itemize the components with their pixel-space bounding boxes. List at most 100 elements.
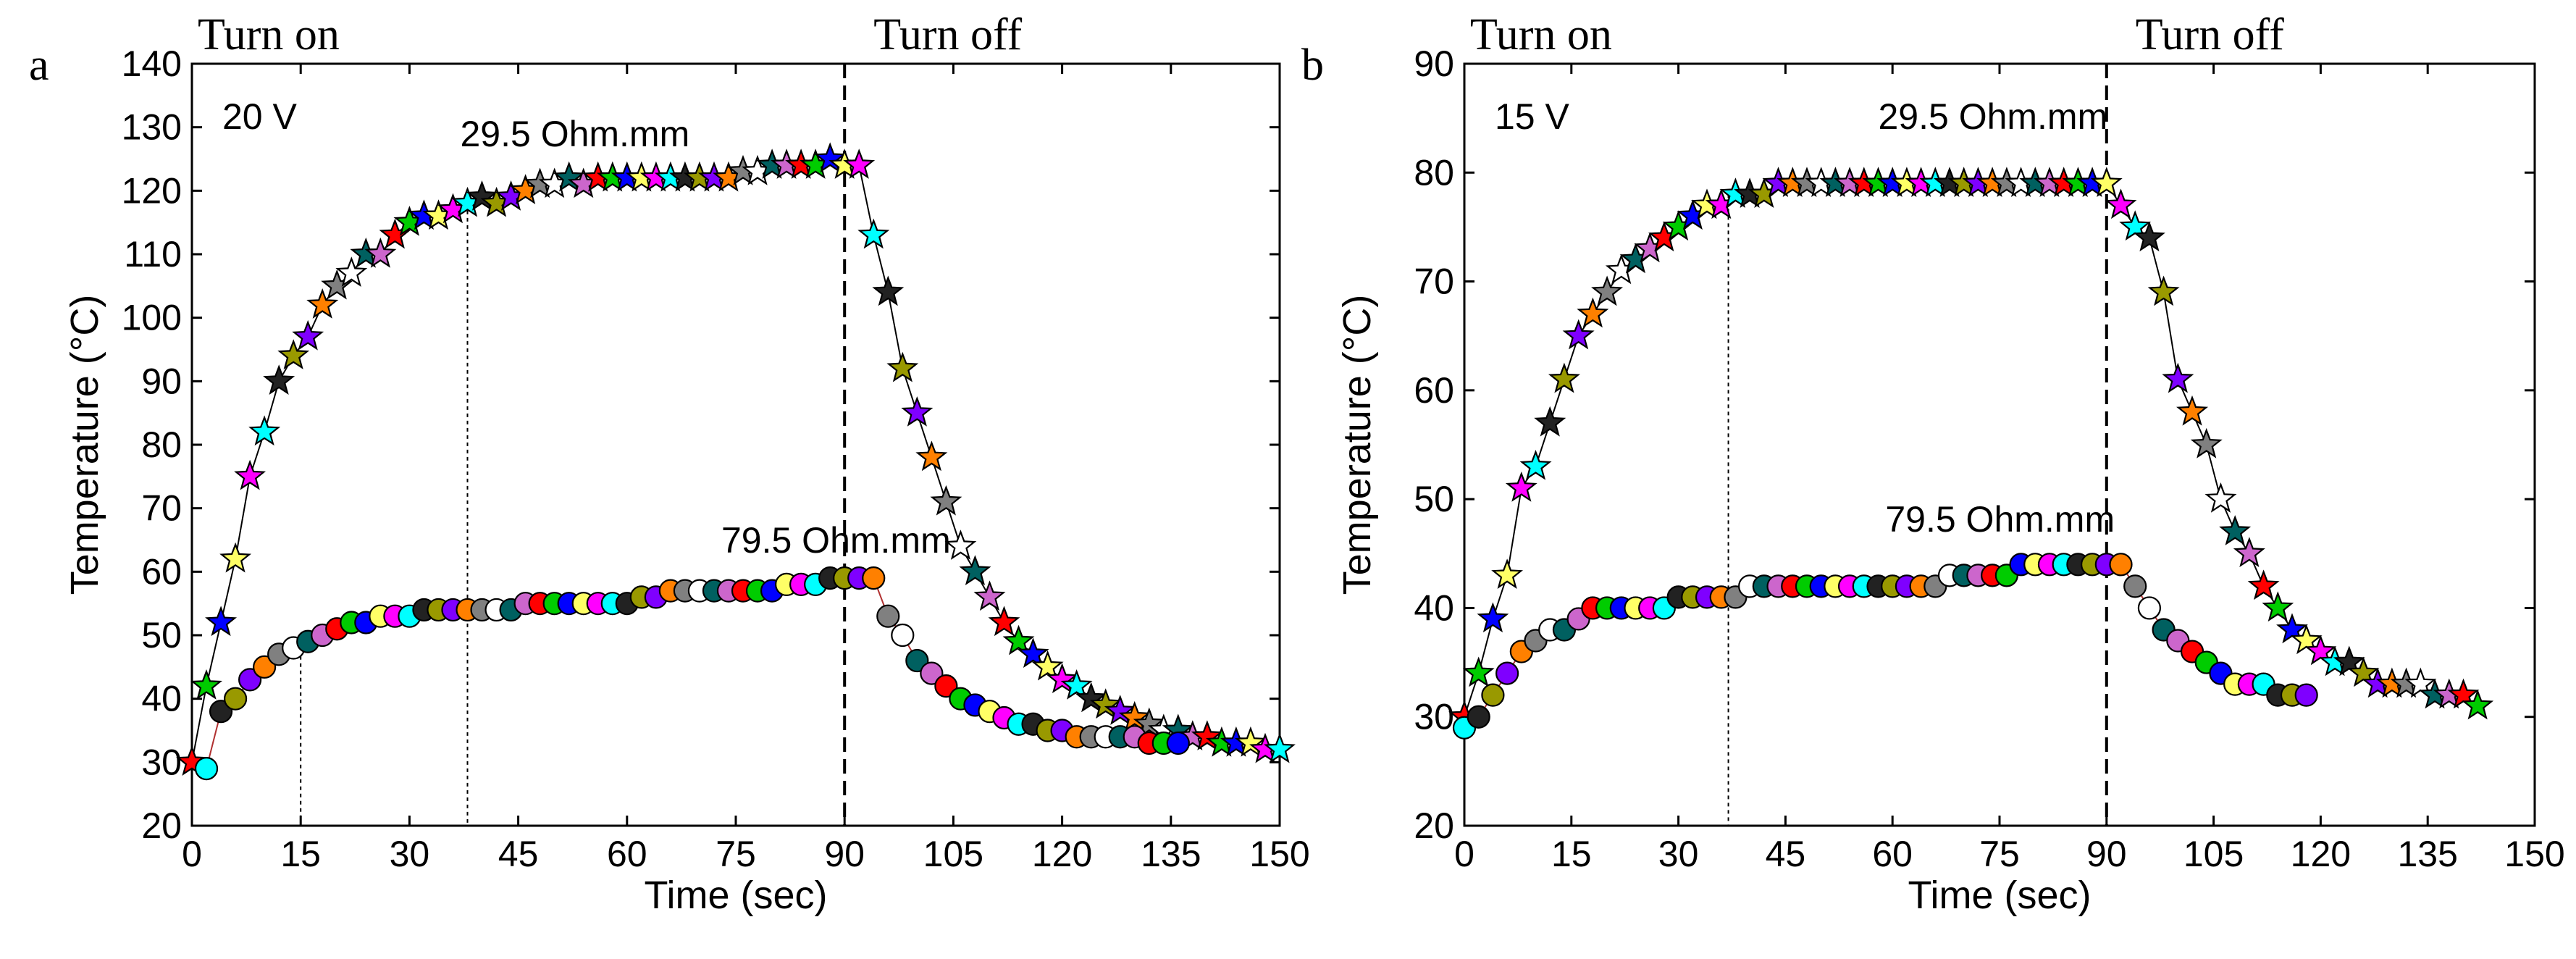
data-point-star xyxy=(1104,695,1136,725)
x-tick-label: 30 xyxy=(1658,834,1699,874)
x-tick-label: 60 xyxy=(1872,834,1913,874)
x-tick-label: 105 xyxy=(923,834,983,874)
y-tick-label: 120 xyxy=(122,170,182,211)
voltage-label: 20 V xyxy=(222,96,298,137)
y-tick-label: 30 xyxy=(141,742,182,782)
data-point-star xyxy=(2162,362,2194,393)
x-tick-label: 15 xyxy=(1551,834,1592,874)
turn-off-label: Turn off xyxy=(2136,10,2284,59)
turn-off-label: Turn off xyxy=(873,10,1022,59)
data-point-star xyxy=(1191,720,1223,750)
x-axis-label: Time (sec) xyxy=(1908,874,2092,917)
data-point-star xyxy=(2190,427,2223,458)
data-point-star xyxy=(1046,663,1078,693)
x-tick-label: 90 xyxy=(824,834,865,874)
data-point-star xyxy=(1519,450,1552,480)
data-point-star xyxy=(944,529,977,560)
series-label: 79.5 Ohm.mm xyxy=(1885,499,2115,540)
data-point-star xyxy=(2462,689,2494,720)
data-point-circle xyxy=(223,687,248,711)
data-point-star xyxy=(466,180,498,211)
data-point-star xyxy=(364,237,397,268)
x-tick-label: 135 xyxy=(1141,834,1201,874)
data-point-star xyxy=(2147,275,2180,306)
y-tick-label: 80 xyxy=(141,424,182,465)
data-point-star xyxy=(2133,221,2165,252)
y-tick-label: 40 xyxy=(141,679,182,719)
data-point-circle xyxy=(1495,661,1519,685)
data-point-star xyxy=(973,580,1006,611)
y-tick-label: 70 xyxy=(1414,261,1454,302)
data-point-circle xyxy=(194,756,219,781)
data-point-circle xyxy=(862,566,886,590)
data-point-star xyxy=(1577,297,1609,328)
data-point-star xyxy=(901,396,934,427)
data-point-star xyxy=(292,319,324,351)
series-line xyxy=(1464,183,2478,718)
x-tick-label: 75 xyxy=(716,834,756,874)
data-point-star xyxy=(872,275,905,306)
data-point-star xyxy=(234,459,267,490)
y-tick-label: 30 xyxy=(1414,697,1454,737)
data-point-star xyxy=(263,364,295,395)
data-point-star xyxy=(1548,362,1580,393)
y-tick-label: 110 xyxy=(124,234,182,275)
y-tick-label: 20 xyxy=(1414,805,1454,846)
data-point-circle xyxy=(2123,574,2147,598)
y-tick-label: 100 xyxy=(122,298,182,338)
data-point-star xyxy=(335,256,368,288)
data-point-star xyxy=(857,218,890,249)
data-point-star xyxy=(2090,167,2123,198)
data-point-star xyxy=(553,161,585,192)
x-tick-label: 120 xyxy=(2291,834,2351,874)
data-point-star xyxy=(219,542,252,573)
data-point-star xyxy=(1591,275,1624,306)
data-point-star xyxy=(915,440,948,472)
chart-panel-a: 20 30 40 50 60 70 80 90 100 110 120 130 140 0 15 30 45 60… xyxy=(29,10,1310,917)
data-point-star xyxy=(2204,482,2237,513)
panel-label: a xyxy=(29,41,49,90)
data-point-star xyxy=(1534,406,1566,437)
y-tick-label: 140 xyxy=(122,43,182,84)
series-star: 29.5 Ohm.mm xyxy=(176,114,1296,776)
data-point-star xyxy=(1089,688,1122,719)
y-tick-label: 20 xyxy=(141,805,182,846)
y-tick-label: 40 xyxy=(1414,587,1454,628)
data-point-star xyxy=(814,142,847,173)
data-point-star xyxy=(248,415,281,446)
data-point-circle xyxy=(876,604,900,628)
y-tick-label: 90 xyxy=(1414,43,1454,84)
x-tick-label: 0 xyxy=(182,834,202,874)
x-tick-label: 0 xyxy=(1454,834,1474,874)
data-point-star xyxy=(2105,188,2137,219)
data-point-circle xyxy=(1481,683,1505,707)
data-point-star xyxy=(1060,669,1093,700)
series-label: 29.5 Ohm.mm xyxy=(1878,96,2107,137)
x-tick-label: 75 xyxy=(1979,834,2020,874)
y-tick-label: 50 xyxy=(141,615,182,656)
data-point-star xyxy=(1462,656,1495,687)
x-tick-label: 90 xyxy=(2086,834,2127,874)
y-axis-label: Temperature (°C) xyxy=(63,295,106,595)
data-point-star xyxy=(1002,624,1035,656)
data-point-star xyxy=(2176,395,2209,426)
data-point-star xyxy=(2262,591,2294,622)
data-point-star xyxy=(1118,700,1151,732)
data-point-star xyxy=(190,669,222,700)
turn-on-label: Turn on xyxy=(1470,10,1612,59)
data-point-circle xyxy=(891,623,915,648)
x-tick-label: 105 xyxy=(2183,834,2244,874)
y-tick-label: 50 xyxy=(1414,479,1454,519)
x-tick-label: 45 xyxy=(498,834,539,874)
series-circle: 79.5 Ohm.mm xyxy=(1452,499,2318,740)
x-tick-label: 120 xyxy=(1032,834,1092,874)
x-tick-label: 150 xyxy=(1249,834,1309,874)
data-point-star xyxy=(1234,726,1267,757)
x-tick-label: 30 xyxy=(390,834,430,874)
data-point-star xyxy=(1477,602,1509,633)
data-point-star xyxy=(176,745,208,776)
data-point-star xyxy=(1133,707,1165,738)
voltage-label: 15 V xyxy=(1495,96,1570,137)
x-tick-label: 150 xyxy=(2504,834,2564,874)
